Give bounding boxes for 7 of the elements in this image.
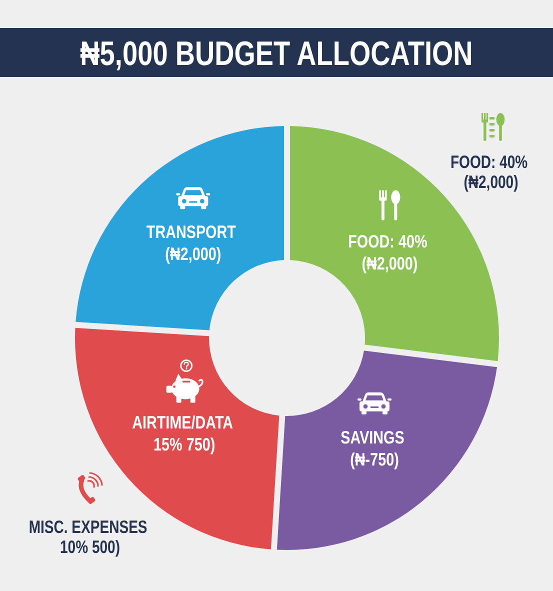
slice-label: AIRTIME/DATA 15% 750) [132, 413, 237, 456]
text: MISC. EXPENSES 10% 500) [28, 517, 152, 558]
slice-label: FOOD: 40% (₦2,000) [348, 232, 432, 274]
slice-label: TRANSPORT (₦2,000) [146, 222, 240, 265]
text: FOOD: 40% (₦2,000) [450, 152, 532, 192]
chart-title: ₦5,000 BUDGET ALLOCATION [80, 34, 473, 73]
slice-label: SAVINGS (₦-750) [340, 428, 408, 470]
